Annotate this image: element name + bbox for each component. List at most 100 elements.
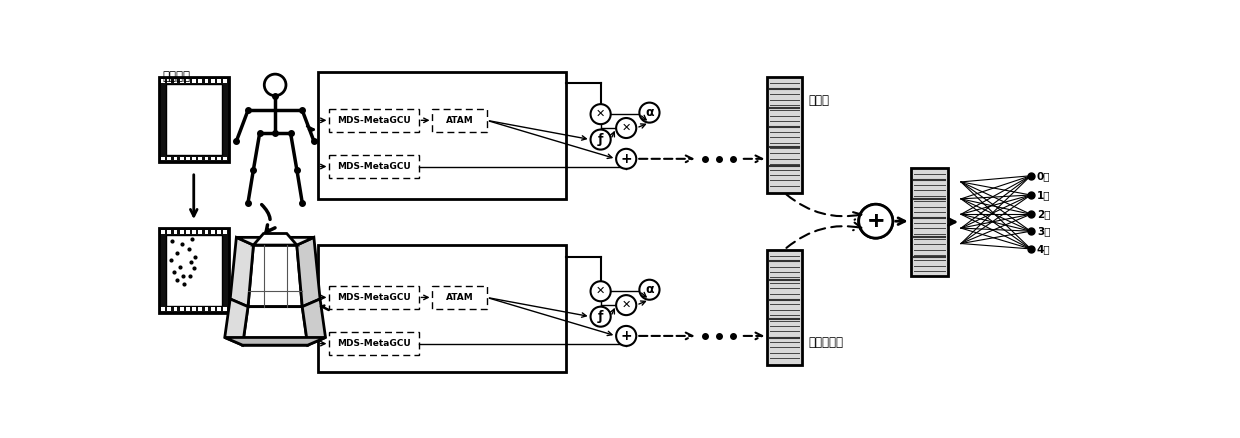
Bar (217, 230, 221, 233)
Bar (192, 230, 196, 233)
Bar (768, 77, 802, 193)
Text: MDS-MetaGCU: MDS-MetaGCU (337, 293, 410, 302)
Bar (167, 79, 171, 83)
Bar (167, 230, 171, 233)
Text: 1分: 1分 (1037, 190, 1050, 200)
Polygon shape (224, 299, 248, 345)
Bar (205, 307, 208, 311)
FancyArrowPatch shape (786, 194, 862, 220)
Bar (186, 307, 190, 311)
Text: 0分: 0分 (1037, 171, 1050, 181)
Bar (167, 307, 171, 311)
Bar (186, 156, 190, 160)
Bar (330, 155, 419, 178)
Bar (174, 79, 177, 83)
Bar (330, 286, 419, 309)
Polygon shape (296, 237, 320, 307)
Text: ✕: ✕ (621, 300, 631, 310)
Bar (161, 156, 165, 160)
Circle shape (590, 281, 611, 301)
Circle shape (858, 204, 893, 238)
Text: +: + (867, 211, 885, 231)
Bar (768, 250, 802, 365)
Bar (330, 109, 419, 132)
FancyArrowPatch shape (786, 223, 862, 248)
FancyArrowPatch shape (262, 205, 275, 232)
Text: 3分: 3分 (1037, 226, 1050, 236)
Bar (161, 307, 165, 311)
Bar (180, 156, 184, 160)
Bar (174, 230, 177, 233)
Bar (217, 156, 221, 160)
Text: ATAM: ATAM (445, 116, 474, 125)
Bar (192, 307, 196, 311)
Bar (186, 230, 190, 233)
Bar (174, 307, 177, 311)
Bar (211, 307, 215, 311)
Bar (205, 79, 208, 83)
Text: α: α (645, 283, 653, 296)
Circle shape (264, 74, 286, 95)
Text: +: + (867, 211, 885, 231)
Polygon shape (237, 237, 314, 245)
Bar (223, 156, 227, 160)
Bar (217, 307, 221, 311)
Polygon shape (303, 299, 325, 345)
Text: ✕: ✕ (596, 286, 605, 296)
Text: ✕: ✕ (621, 123, 631, 133)
Bar (223, 230, 227, 233)
Text: +: + (620, 152, 632, 166)
Bar (223, 307, 227, 311)
Circle shape (616, 326, 636, 346)
Text: ƒ: ƒ (598, 133, 604, 146)
Text: 输入视频: 输入视频 (162, 70, 191, 82)
Bar (180, 307, 184, 311)
Bar (330, 332, 419, 355)
Text: MDS-MetaGCU: MDS-MetaGCU (337, 116, 410, 125)
Bar (167, 156, 171, 160)
Text: ATAM: ATAM (445, 293, 474, 302)
Bar (192, 156, 196, 160)
Circle shape (616, 118, 636, 138)
Circle shape (858, 204, 893, 238)
Text: MDS-MetaGCU: MDS-MetaGCU (337, 162, 410, 171)
Text: 4分: 4分 (1037, 244, 1050, 254)
Circle shape (590, 130, 611, 150)
Bar (198, 307, 202, 311)
Bar (211, 156, 215, 160)
Bar (317, 72, 565, 199)
Bar (198, 79, 202, 83)
Text: 关节流: 关节流 (808, 94, 830, 107)
Text: 2分: 2分 (1037, 209, 1050, 219)
Bar (180, 230, 184, 233)
Polygon shape (248, 245, 303, 307)
Text: ✕: ✕ (596, 109, 605, 119)
Bar (198, 230, 202, 233)
Circle shape (590, 307, 611, 327)
Text: ƒ: ƒ (598, 310, 604, 323)
Bar (317, 245, 565, 372)
Bar (166, 235, 222, 306)
Bar (192, 79, 196, 83)
Polygon shape (243, 307, 308, 345)
Polygon shape (224, 337, 325, 345)
Bar (180, 79, 184, 83)
Polygon shape (253, 233, 296, 245)
Circle shape (616, 295, 636, 315)
Bar (186, 79, 190, 83)
Bar (433, 286, 486, 309)
Bar (217, 79, 221, 83)
Bar (198, 156, 202, 160)
Bar (910, 168, 947, 276)
Bar (211, 79, 215, 83)
Bar (161, 79, 165, 83)
Circle shape (616, 149, 636, 169)
Polygon shape (231, 237, 253, 307)
Text: α: α (645, 106, 653, 119)
Text: +: + (620, 329, 632, 343)
Text: 关节运动流: 关节运动流 (808, 336, 843, 349)
Bar (161, 230, 165, 233)
Bar (205, 230, 208, 233)
Bar (211, 230, 215, 233)
Bar (159, 228, 228, 313)
